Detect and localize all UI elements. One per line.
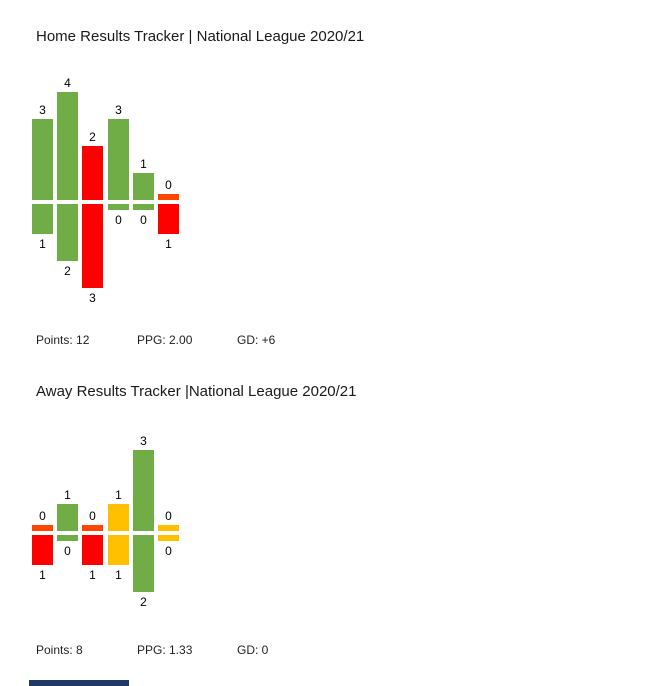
goals-against-value-label: 1 [39,568,46,582]
goals-for-value-label: 4 [64,76,71,90]
bar-goals-against [57,535,78,541]
bar-goals-for [82,146,103,200]
bar-goals-against [108,535,129,565]
bar-goals-for [57,504,78,531]
home-gd-stat: GD: +6 [237,333,276,347]
bar-goals-against [82,535,103,565]
away-chart-title: Away Results Tracker |National League 20… [36,383,357,400]
bar-goals-for [32,119,53,200]
bar-goals-for [133,450,154,531]
bar-goals-against [108,204,129,210]
goals-against-value-label: 0 [64,544,71,558]
goals-for-value-label: 3 [140,434,147,448]
goals-for-value-label: 0 [165,178,172,192]
bar-goals-against [158,535,179,541]
away-ppg-stat: PPG: 1.33 [137,643,193,657]
away-results-chart: 0 1 1 0 0 1 1 1 3 2 0 0 [0,420,647,670]
goals-for-value-label: 1 [115,488,122,502]
cropped-table-header-bar [29,680,129,686]
goals-against-value-label: 0 [115,213,122,227]
bar-goals-for [32,525,53,531]
home-results-chart: 3 1 4 2 2 3 3 0 1 0 0 1 [0,75,647,325]
bar-goals-against [133,535,154,592]
goals-against-value-label: 0 [140,213,147,227]
away-gd-stat: GD: 0 [237,643,269,657]
bar-goals-for [158,194,179,200]
bar-goals-against [82,204,103,288]
away-stats-row: Points: 8 PPG: 1.33 GD: 0 [0,643,647,659]
goals-against-value-label: 1 [39,237,46,251]
bar-goals-against [57,204,78,261]
goals-against-value-label: 1 [165,237,172,251]
goals-for-value-label: 1 [64,488,71,502]
bar-goals-for [158,525,179,531]
bar-goals-for [57,92,78,200]
goals-for-value-label: 0 [165,509,172,523]
bar-goals-against [32,535,53,565]
goals-for-value-label: 3 [115,103,122,117]
goals-for-value-label: 3 [39,103,46,117]
goals-for-value-label: 0 [89,509,96,523]
goals-against-value-label: 2 [64,264,71,278]
away-points-stat: Points: 8 [36,643,83,657]
home-points-stat: Points: 12 [36,333,90,347]
bar-goals-for [108,119,129,200]
goals-against-value-label: 2 [140,595,147,609]
bar-goals-for [133,173,154,200]
home-ppg-stat: PPG: 2.00 [137,333,193,347]
goals-for-value-label: 2 [89,130,96,144]
home-chart-title: Home Results Tracker | National League 2… [36,28,365,45]
bar-goals-against [158,204,179,234]
goals-for-value-label: 0 [39,509,46,523]
goals-for-value-label: 1 [140,157,147,171]
home-stats-row: Points: 12 PPG: 2.00 GD: +6 [0,333,647,349]
goals-against-value-label: 1 [115,568,122,582]
goals-against-value-label: 1 [89,568,96,582]
bar-goals-against [32,204,53,234]
bar-goals-for [82,525,103,531]
goals-against-value-label: 3 [89,291,96,305]
goals-against-value-label: 0 [165,544,172,558]
bar-goals-against [133,204,154,210]
bar-goals-for [108,504,129,531]
